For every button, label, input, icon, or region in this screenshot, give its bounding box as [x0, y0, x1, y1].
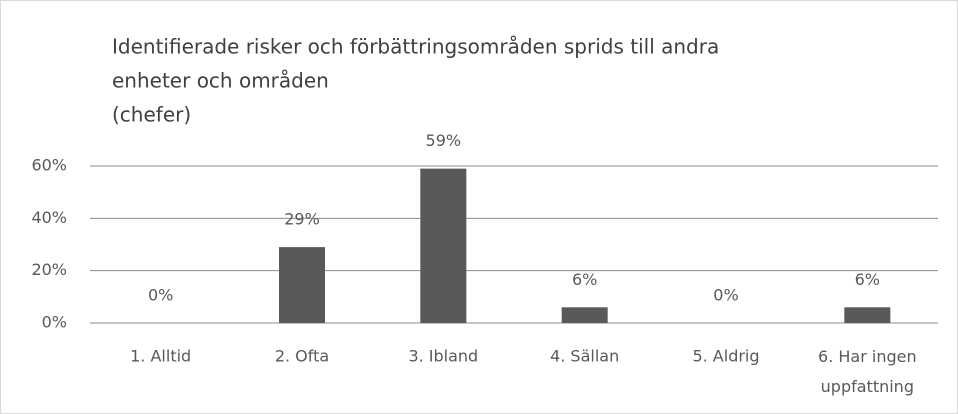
chart-title: enheter och områden — [112, 69, 329, 93]
data-label: 29% — [284, 210, 320, 229]
data-label: 6% — [572, 270, 597, 289]
bar — [420, 168, 467, 323]
bar — [561, 307, 608, 323]
y-tick-label: 60% — [31, 156, 67, 175]
data-label: 0% — [713, 286, 738, 305]
x-tick-label: 5. Aldrig — [692, 347, 759, 366]
chart-title: (chefer) — [112, 103, 191, 127]
x-tick-label: 6. Har ingen uppfattning — [818, 347, 917, 396]
data-label: 0% — [148, 286, 173, 305]
x-tick-label: 3. Ibland — [408, 347, 478, 366]
y-tick-label: 40% — [31, 208, 67, 227]
data-label: 6% — [855, 270, 880, 289]
bar — [279, 247, 325, 323]
x-tick-label: 1. Alltid — [130, 347, 191, 366]
y-tick-label: 20% — [31, 260, 67, 279]
x-tick-label: 4. Sällan — [550, 347, 619, 366]
x-tick-label: 2. Ofta — [275, 347, 329, 366]
bar — [844, 307, 891, 323]
y-tick-label: 0% — [42, 313, 67, 332]
data-label: 59% — [426, 131, 462, 150]
chart-title: Identifierade risker och förbättringsomr… — [112, 35, 719, 59]
